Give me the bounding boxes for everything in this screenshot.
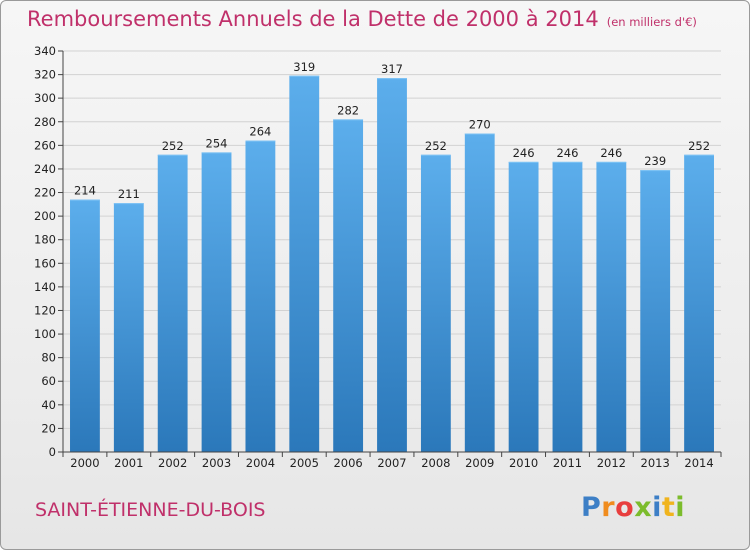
data-label: 270 xyxy=(469,118,491,132)
y-tick-label: 320 xyxy=(34,68,56,82)
y-tick-label: 260 xyxy=(34,138,56,152)
chart-title: Remboursements Annuels de la Dette de 20… xyxy=(27,7,697,31)
bar xyxy=(157,154,188,452)
data-label: 264 xyxy=(249,125,271,139)
bar xyxy=(552,161,583,453)
data-label: 252 xyxy=(162,139,184,153)
bar xyxy=(113,203,144,452)
bar xyxy=(333,119,364,452)
y-tick-label: 160 xyxy=(34,256,56,270)
y-tick-label: 40 xyxy=(41,398,56,412)
bar xyxy=(684,154,714,452)
data-label: 239 xyxy=(644,154,666,168)
data-label: 214 xyxy=(74,184,96,198)
y-tick-label: 140 xyxy=(34,280,56,294)
data-label: 246 xyxy=(513,146,535,160)
x-tick-label: 2002 xyxy=(158,456,187,470)
data-label: 252 xyxy=(425,139,447,153)
data-label: 246 xyxy=(556,146,578,160)
x-tick-label: 2012 xyxy=(597,456,626,470)
y-tick-label: 180 xyxy=(34,233,56,247)
x-tick-label: 2008 xyxy=(421,456,450,470)
x-tick-label: 2013 xyxy=(641,456,670,470)
y-tick-label: 220 xyxy=(34,186,56,200)
bar xyxy=(464,133,495,452)
y-tick-label: 300 xyxy=(34,91,56,105)
y-tick-label: 100 xyxy=(34,327,56,341)
x-tick-label: 2011 xyxy=(553,456,582,470)
y-tick-label: 20 xyxy=(41,421,56,435)
bar xyxy=(377,78,407,453)
data-label: 317 xyxy=(381,62,403,76)
y-tick-label: 240 xyxy=(34,162,56,176)
y-tick-label: 120 xyxy=(34,303,56,317)
bar xyxy=(508,161,539,453)
x-tick-label: 2005 xyxy=(290,456,319,470)
data-label: 282 xyxy=(337,103,359,117)
x-tick-label: 2006 xyxy=(333,456,362,470)
chart-title-main: Remboursements Annuels de la Dette de 20… xyxy=(27,7,599,31)
x-tick-label: 2000 xyxy=(70,456,99,470)
bar xyxy=(420,154,451,452)
bar xyxy=(201,152,232,452)
x-tick-label: 2009 xyxy=(465,456,494,470)
y-tick-label: 340 xyxy=(34,44,56,58)
x-tick-label: 2004 xyxy=(246,456,275,470)
x-tick-label: 2003 xyxy=(202,456,231,470)
x-tick-label: 2010 xyxy=(509,456,538,470)
y-axis-ticks: 0 20 40 60 80 100 120 140 160 180 200 220 240 260 280 3… xyxy=(34,44,63,459)
y-tick-label: 60 xyxy=(41,374,56,388)
data-label: 254 xyxy=(206,136,228,150)
chart-title-unit: (en milliers d'€) xyxy=(606,15,697,29)
y-tick-label: 280 xyxy=(34,115,56,129)
data-label: 246 xyxy=(600,146,622,160)
bars: 214 211 252 254 264 319 282 317 252 270 246 246 246 2… xyxy=(70,60,714,453)
data-label: 211 xyxy=(118,187,140,201)
bar xyxy=(596,161,627,453)
data-label: 319 xyxy=(293,60,315,74)
x-axis-ticks: 2000 2001 2002 2003 2004 2005 2006 2007 2008 2009… xyxy=(62,452,722,470)
proxiti-logo: Proxiti xyxy=(581,492,686,523)
axes xyxy=(62,51,721,453)
bar xyxy=(245,140,276,452)
y-tick-label: 80 xyxy=(41,351,56,365)
x-tick-label: 2014 xyxy=(684,456,713,470)
data-label: 252 xyxy=(688,139,710,153)
bar xyxy=(289,75,320,453)
y-tick-label: 0 xyxy=(49,445,56,459)
y-tick-label: 200 xyxy=(34,209,56,223)
x-tick-label: 2001 xyxy=(114,456,143,470)
x-tick-label: 2007 xyxy=(377,456,406,470)
bar xyxy=(640,170,671,452)
bar xyxy=(70,199,100,452)
commune-name: SAINT-ÉTIENNE-DU-BOIS xyxy=(35,499,266,521)
